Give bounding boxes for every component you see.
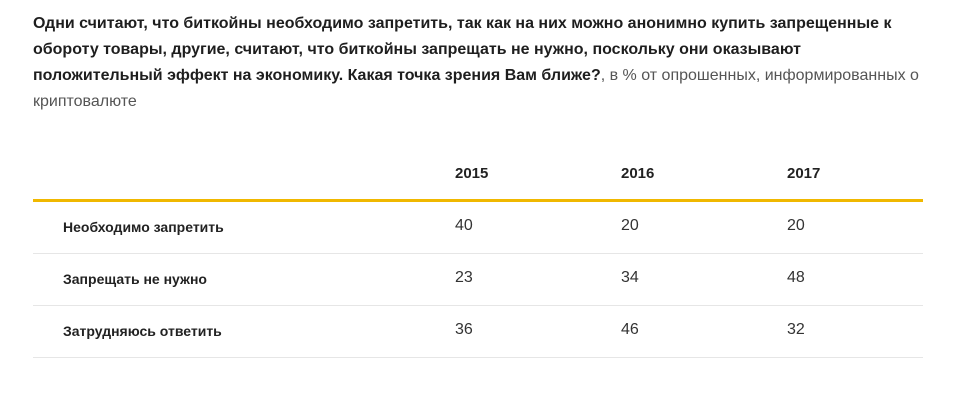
row-label: Необходимо запретить — [63, 219, 224, 235]
results-table: 2015 2016 2017 Необходимо запретить 40 2… — [33, 152, 923, 358]
table-row: Необходимо запретить 40 20 20 — [33, 202, 923, 254]
table-header: 2015 2016 2017 — [33, 152, 923, 202]
column-header-2015: 2015 — [455, 165, 489, 182]
table-cell: 40 — [455, 217, 473, 234]
table-cell: 46 — [621, 321, 639, 338]
table-cell: 36 — [455, 321, 473, 338]
table-cell: 48 — [787, 269, 805, 286]
table-cell: 32 — [787, 321, 805, 338]
table-cell: 20 — [621, 217, 639, 234]
table-row: Запрещать не нужно 23 34 48 — [33, 254, 923, 306]
survey-question: Одни считают, что биткойны необходимо за… — [33, 11, 933, 115]
table-cell: 34 — [621, 269, 639, 286]
question-note: , в % от опрошенных, информированных о к… — [33, 67, 919, 110]
table-row: Затрудняюсь ответить 36 46 32 — [33, 306, 923, 358]
column-header-2017: 2017 — [787, 165, 821, 182]
table-cell: 23 — [455, 269, 473, 286]
column-header-2016: 2016 — [621, 165, 655, 182]
row-label: Затрудняюсь ответить — [63, 323, 222, 339]
question-text: Одни считают, что биткойны необходимо за… — [33, 15, 892, 84]
row-label: Запрещать не нужно — [63, 271, 207, 287]
table-cell: 20 — [787, 217, 805, 234]
